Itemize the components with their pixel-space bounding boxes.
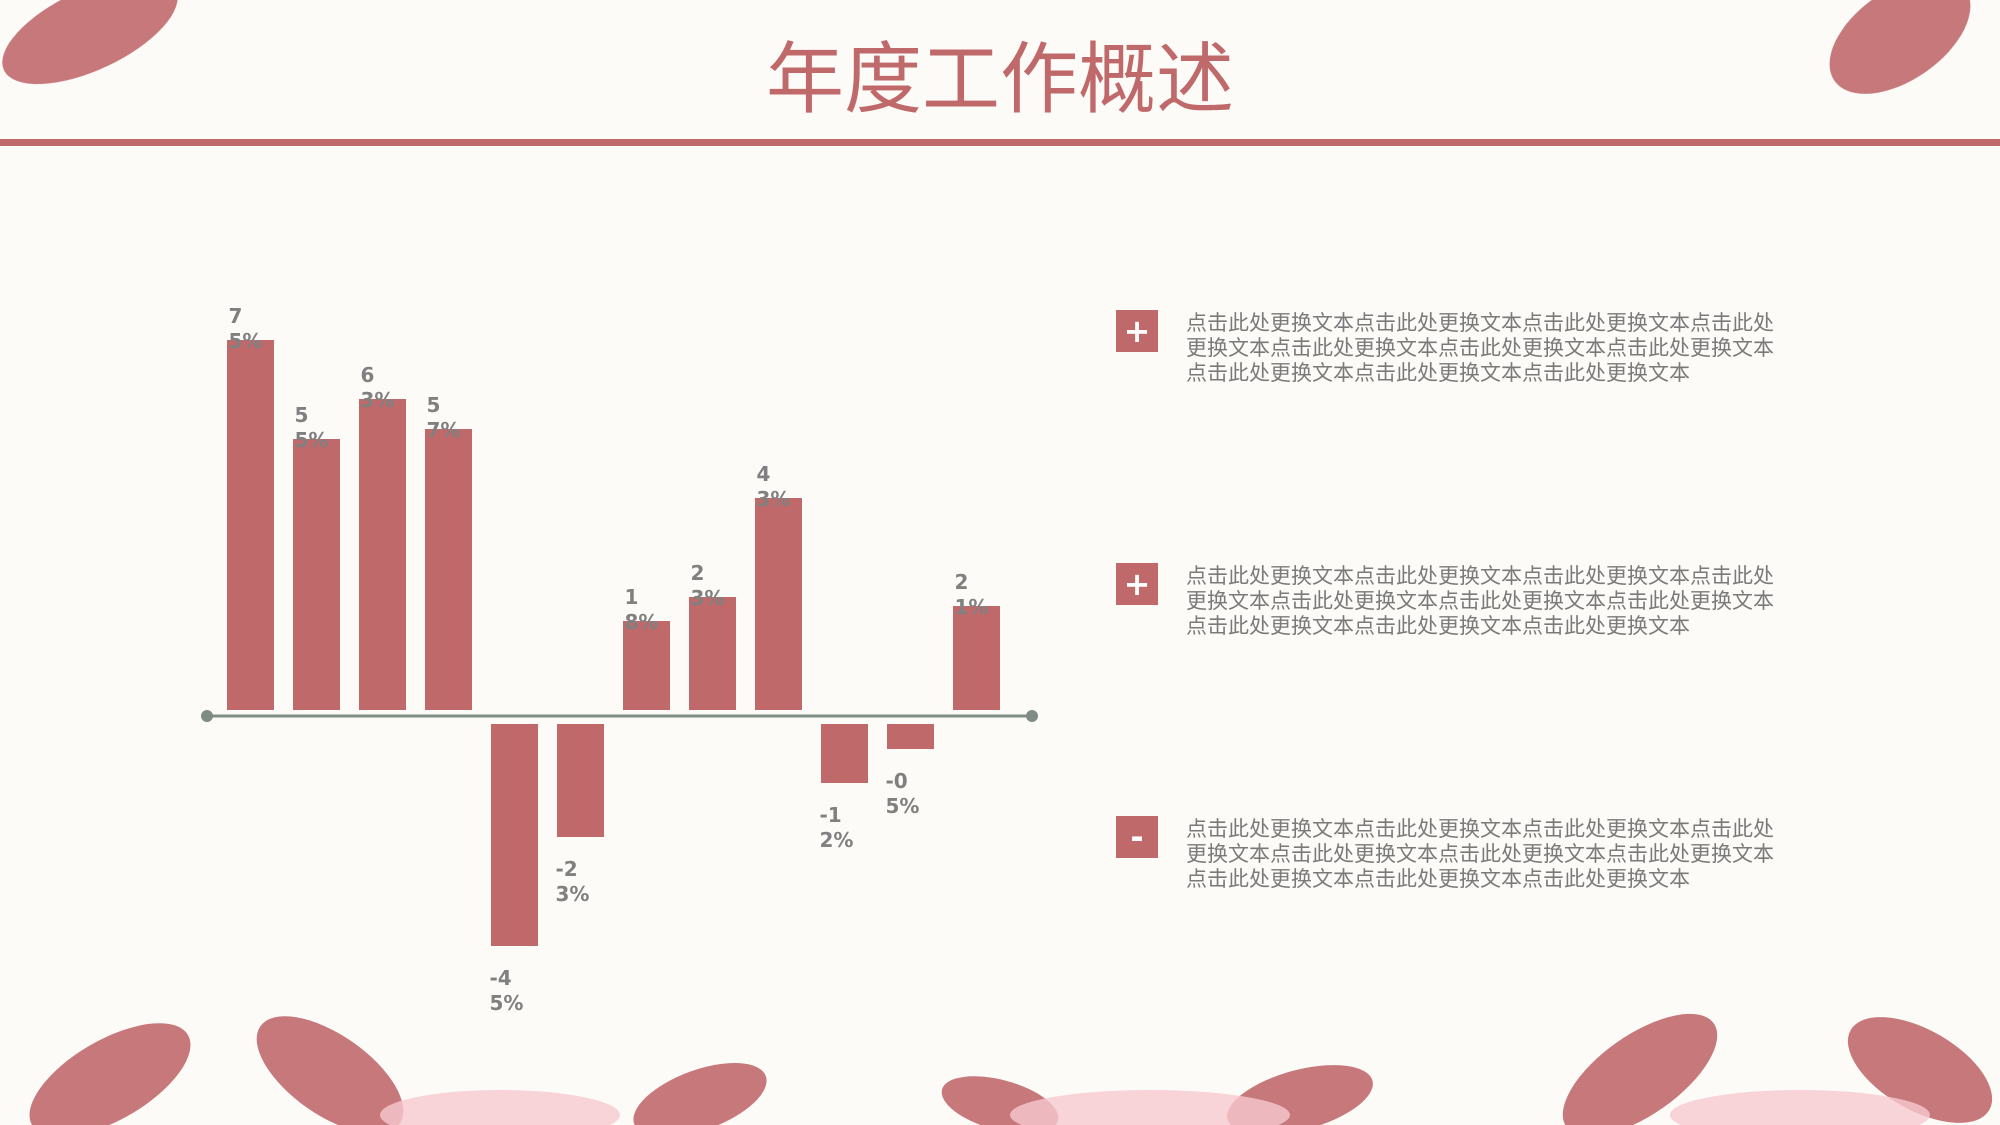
bar	[292, 438, 340, 710]
value-label: 57%	[426, 392, 461, 442]
bar	[754, 497, 802, 710]
value-label: 63%	[360, 363, 395, 413]
value-label: 23%	[690, 560, 725, 610]
bar	[820, 724, 868, 784]
axis-dot	[201, 710, 213, 722]
slide-title: 年度工作概述	[765, 35, 1234, 125]
title-rule	[0, 139, 2000, 146]
bar	[424, 428, 472, 710]
value-label: -23%	[555, 857, 590, 907]
bar	[688, 596, 736, 710]
value-label: -45%	[489, 966, 524, 1015]
value-label: 18%	[624, 585, 659, 635]
item-icon: +	[1116, 310, 1158, 352]
value-label: 55%	[294, 402, 329, 452]
value-label: 43%	[756, 461, 791, 511]
item-icon: +	[1116, 563, 1158, 605]
value-label: 75%	[228, 304, 263, 353]
item-text: 点击此处更换文本点击此处更换文本点击此处更换文本点击此处更换文本点击此处更换文本…	[1186, 311, 1774, 385]
bar	[886, 724, 934, 749]
bar	[952, 606, 1000, 710]
value-label: -05%	[885, 768, 920, 818]
value-label: 21%	[954, 570, 989, 620]
bar	[358, 399, 406, 710]
item-text: 点击此处更换文本点击此处更换文本点击此处更换文本点击此处更换文本点击此处更换文本…	[1186, 817, 1774, 891]
item-icon: -	[1116, 816, 1158, 858]
item-text: 点击此处更换文本点击此处更换文本点击此处更换文本点击此处更换文本点击此处更换文本…	[1186, 564, 1774, 638]
value-label: -12%	[819, 803, 854, 853]
bar	[490, 724, 538, 946]
bar	[622, 621, 670, 710]
bar	[556, 724, 604, 838]
bar	[226, 340, 274, 710]
axis-dot	[1026, 710, 1038, 722]
